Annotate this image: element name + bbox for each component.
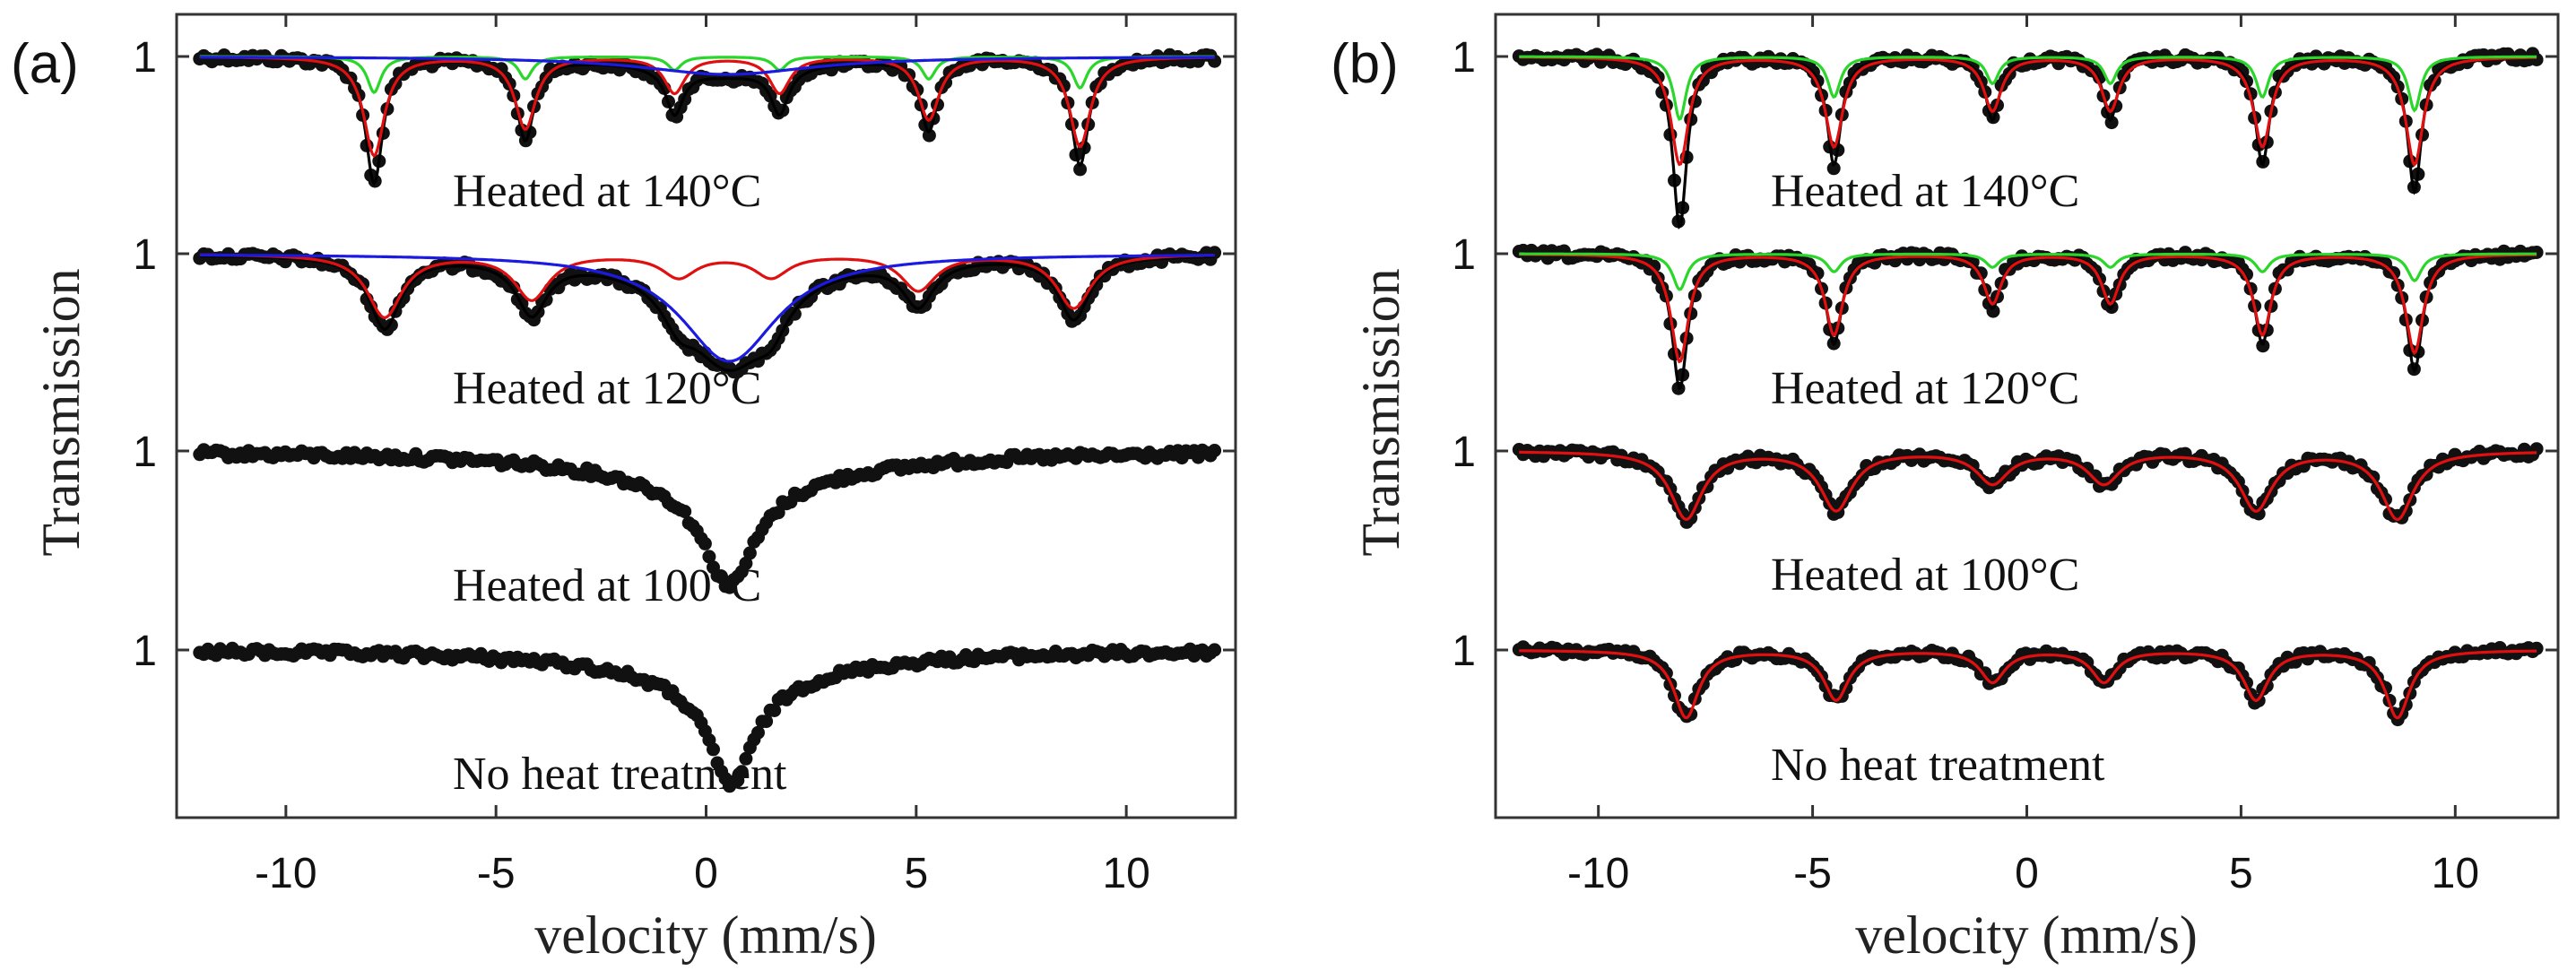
x-axis-label: velocity (mm/s) bbox=[534, 905, 877, 965]
spectrum-2: 1 Heated at 100°C bbox=[133, 429, 1236, 611]
spectrum-3: 1 No heat treatment bbox=[133, 628, 1236, 800]
y-tick-label: 1 bbox=[1452, 429, 1476, 476]
data-point bbox=[1647, 259, 1661, 273]
data-point bbox=[678, 505, 692, 518]
data-point bbox=[2529, 641, 2544, 655]
y-tick-label: 1 bbox=[133, 231, 157, 279]
spectrum-label: Heated at 100°C bbox=[1771, 550, 2079, 601]
data-point bbox=[751, 725, 765, 740]
spectrum-0: 1 Heated at 140°C bbox=[1452, 34, 2558, 230]
data-point bbox=[2529, 53, 2544, 66]
fit-curve-fit bbox=[1519, 649, 2537, 720]
x-tick-label: -5 bbox=[477, 850, 516, 897]
x-tick-label: 5 bbox=[2229, 850, 2253, 897]
spectrum-2: 1 Heated at 100°C bbox=[1452, 429, 2558, 601]
panel-label: (a) bbox=[11, 33, 79, 95]
x-tick-label: -5 bbox=[1793, 850, 1832, 897]
y-tick-label: 1 bbox=[133, 628, 157, 675]
data-point bbox=[759, 715, 774, 729]
y-tick-label: 1 bbox=[1452, 628, 1476, 675]
spectrum-label: Heated at 140°C bbox=[453, 166, 761, 217]
data-point bbox=[1826, 161, 1841, 176]
data-points bbox=[193, 641, 1222, 793]
data-point bbox=[1965, 255, 1980, 269]
fit-curve-component-1 bbox=[1519, 56, 2537, 168]
panel-a: -10 -5 0 5 10 velocity (mm/s) Transmission (a) 1… bbox=[11, 13, 1237, 965]
data-point bbox=[2529, 246, 2544, 259]
data-point bbox=[707, 742, 720, 757]
spectrum-label: Heated at 120°C bbox=[453, 363, 761, 414]
x-tick-label: 10 bbox=[2432, 850, 2479, 897]
x-tick-label: 0 bbox=[694, 850, 718, 897]
data-point bbox=[702, 550, 716, 564]
data-point bbox=[739, 556, 753, 570]
spectrum-label: Heated at 100°C bbox=[453, 560, 761, 611]
axes-box bbox=[1494, 13, 2560, 819]
data-point bbox=[1986, 304, 2000, 318]
fit-curve-fit bbox=[1519, 450, 2537, 522]
fit-curve-component-1 bbox=[1519, 253, 2537, 364]
spectrum-label: Heated at 120°C bbox=[1771, 363, 2079, 414]
x-axis-label: velocity (mm/s) bbox=[1855, 905, 2198, 965]
spectrum-3: 1 No heat treatment bbox=[1452, 628, 2558, 791]
data-point bbox=[768, 704, 782, 717]
data-point bbox=[734, 765, 749, 779]
y-tick-label: 1 bbox=[133, 34, 157, 82]
x-tick-label: 5 bbox=[904, 850, 928, 897]
axes-box bbox=[175, 13, 1237, 819]
fit-curve-component-2 bbox=[1519, 55, 2537, 121]
y-tick-label: 1 bbox=[133, 429, 157, 476]
panel-b: -10 -5 0 5 10 velocity (mm/s) Transmission (b) 1… bbox=[1331, 13, 2560, 965]
spectrum-1: 1 Heated at 120°C bbox=[133, 231, 1236, 414]
spectrum-0: 1 Heated at 140°C bbox=[133, 34, 1236, 217]
data-points bbox=[1512, 640, 2544, 727]
data-point bbox=[1073, 162, 1088, 177]
data-point bbox=[2256, 339, 2270, 353]
fit-curve-component-2 bbox=[1519, 252, 2537, 291]
fit-curve-component-1 bbox=[199, 56, 1215, 158]
spectrum-label: No heat treatment bbox=[1771, 740, 2105, 791]
data-point bbox=[771, 506, 785, 520]
y-tick-label: 1 bbox=[1452, 231, 1476, 279]
spectrum-label: No heat treatment bbox=[453, 749, 787, 800]
spectrum-label: Heated at 140°C bbox=[1771, 166, 2079, 217]
data-point bbox=[922, 128, 936, 143]
y-axis-label: Transmission bbox=[31, 268, 91, 556]
data-point bbox=[742, 546, 757, 560]
data-point bbox=[1208, 643, 1222, 657]
data-point bbox=[1208, 444, 1222, 457]
fit-curve-total-fit bbox=[199, 254, 1215, 372]
y-tick-label: 1 bbox=[1452, 34, 1476, 82]
x-tick-label: 0 bbox=[2015, 850, 2039, 897]
panel-label: (b) bbox=[1331, 33, 1399, 95]
x-tick-label: 10 bbox=[1102, 850, 1149, 897]
data-point bbox=[739, 751, 753, 766]
data-points bbox=[193, 443, 1222, 594]
spectrum-1: 1 Heated at 120°C bbox=[1452, 231, 2558, 414]
x-tick-label: -10 bbox=[1567, 850, 1629, 897]
fit-curve-component-3 bbox=[199, 56, 1215, 76]
fit-curve-component-1 bbox=[199, 253, 1215, 319]
fit-curve-component-2 bbox=[199, 253, 1215, 363]
y-axis-label: Transmission bbox=[1351, 268, 1410, 556]
x-tick-label: -10 bbox=[255, 850, 317, 897]
data-point bbox=[698, 536, 712, 550]
